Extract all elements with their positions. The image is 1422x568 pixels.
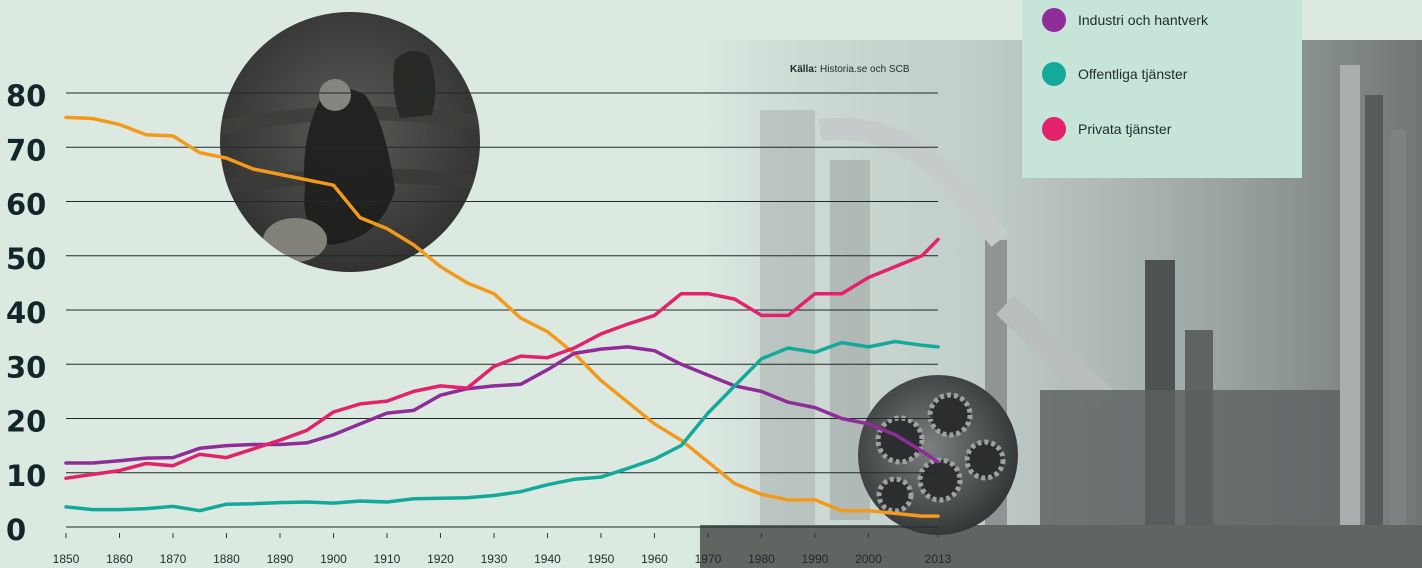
y-tick-label: 50 bbox=[6, 242, 46, 276]
series-line-0 bbox=[64, 115, 940, 518]
x-tick-label: 1950 bbox=[588, 552, 615, 566]
farm-workers-photo bbox=[220, 12, 480, 272]
x-tick-label: 1990 bbox=[802, 552, 829, 566]
legend-item-offentliga: Offentliga tjänster bbox=[1042, 60, 1187, 88]
legend-dot-privata bbox=[1042, 117, 1066, 141]
legend-item-industri: Industri och hantverk bbox=[1042, 6, 1208, 34]
source-note: Källa: Historia.se och SCB bbox=[790, 64, 910, 75]
y-tick-label: 10 bbox=[6, 459, 46, 493]
y-tick-label: 40 bbox=[6, 296, 46, 330]
x-tick-label: 1930 bbox=[481, 552, 508, 566]
y-tick-label: 20 bbox=[6, 405, 46, 439]
x-tick-label: 1980 bbox=[748, 552, 775, 566]
series-line-2 bbox=[64, 339, 940, 513]
y-tick-label: 60 bbox=[6, 188, 46, 222]
x-tick-label: 1900 bbox=[320, 552, 347, 566]
x-tick-label: 1880 bbox=[213, 552, 240, 566]
legend-dot-offentliga bbox=[1042, 62, 1066, 86]
x-tick-label: 1850 bbox=[53, 552, 80, 566]
x-tick-label: 1940 bbox=[534, 552, 561, 566]
x-tick-label: 1960 bbox=[641, 552, 668, 566]
y-tick-label: 30 bbox=[6, 350, 46, 384]
x-tick-label: 1890 bbox=[267, 552, 294, 566]
series-line-3 bbox=[64, 237, 940, 480]
x-tick-label: 1910 bbox=[374, 552, 401, 566]
y-tick-label: 80 bbox=[6, 79, 46, 113]
legend-label-privata: Privata tjänster bbox=[1078, 121, 1172, 137]
source-label: Källa: bbox=[790, 64, 818, 75]
source-text: Historia.se och SCB bbox=[820, 64, 910, 75]
legend: Industri och hantverk Offentliga tjänste… bbox=[1022, 0, 1302, 178]
y-tick-label: 70 bbox=[6, 133, 46, 167]
legend-label-offentliga: Offentliga tjänster bbox=[1078, 66, 1188, 82]
legend-dot-industri bbox=[1042, 8, 1066, 32]
legend-label-industri: Industri och hantverk bbox=[1078, 12, 1208, 28]
legend-item-privata: Privata tjänster bbox=[1042, 115, 1171, 143]
x-tick-label: 2013 bbox=[925, 552, 952, 566]
x-tick-label: 1860 bbox=[106, 552, 133, 566]
x-tick-label: 1870 bbox=[160, 552, 187, 566]
gears-photo bbox=[858, 375, 1018, 535]
x-tick-label: 1970 bbox=[695, 552, 722, 566]
y-tick-label: 0 bbox=[6, 513, 26, 547]
x-tick-label: 2000 bbox=[855, 552, 882, 566]
x-tick-label: 1920 bbox=[427, 552, 454, 566]
series-line-1 bbox=[64, 345, 940, 465]
